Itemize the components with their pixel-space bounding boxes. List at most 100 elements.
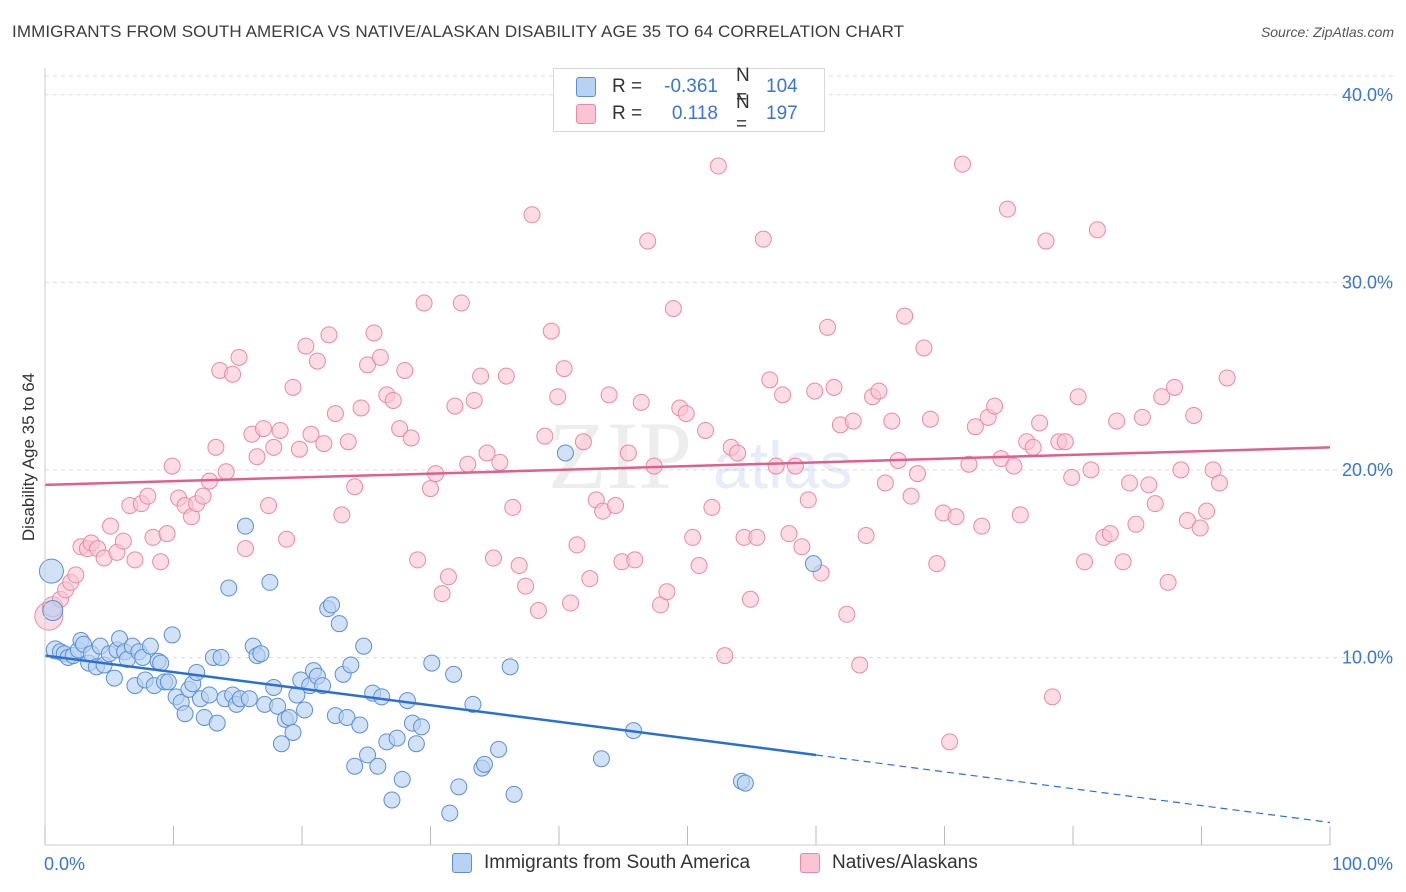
natives-point [359,356,377,374]
natives-point [67,566,85,584]
natives-point [497,367,515,385]
natives-point [921,410,939,428]
natives-point [452,294,470,312]
immigrants-point [212,648,230,666]
natives-point [260,497,278,515]
natives-point [1011,506,1029,524]
natives-point [523,206,541,224]
immigrants-point [505,785,523,803]
natives-point [510,557,528,575]
natives-point [433,585,451,603]
natives-point [786,457,804,475]
natives-point [819,318,837,336]
natives-point [716,647,734,665]
immigrants-point [413,718,431,736]
natives-point [1121,474,1139,492]
natives-point [896,307,914,325]
natives-point [352,399,370,417]
legend-r-value: -0.361 [664,76,718,97]
natives-point [709,157,727,175]
natives-point [1108,412,1126,430]
natives-point [966,418,984,436]
natives-point [472,367,490,385]
immigrants-point [42,600,64,622]
natives-point [696,421,714,439]
natives-point [1024,438,1042,456]
natives-point [741,590,759,608]
y-tick-label: 10.0% [1342,647,1393,667]
natives-point [290,440,308,458]
natives-point [973,517,991,535]
natives-point [1076,553,1094,571]
natives-point [1146,495,1164,513]
chart-title: IMMIGRANTS FROM SOUTH AMERICA VS NATIVE/… [12,22,905,41]
natives-point [158,525,176,543]
natives-point [562,594,580,612]
natives-point [339,433,357,451]
natives-point [986,397,1004,415]
immigrants-point [208,714,226,732]
legend-n-value: 104 [766,76,798,97]
immigrants-points [38,444,822,822]
natives-point [207,438,225,456]
natives-point [1191,519,1209,537]
immigrants-point [236,517,254,535]
natives-point [780,525,798,543]
y-tick-label: 20.0% [1342,460,1393,480]
y-tick-label: 30.0% [1342,272,1393,292]
natives-point [568,536,586,554]
legend-label-natives: Natives/Alaskans [832,852,978,873]
natives-point [1172,461,1190,479]
natives-point [271,421,289,439]
natives-point [484,549,502,567]
natives-point [517,577,535,595]
natives-point [284,378,302,396]
legend-item-natives[interactable]: Natives/Alaskans [800,852,978,874]
immigrants-point [284,723,302,741]
natives-point [102,517,120,535]
natives-point [960,455,978,473]
natives-point [459,455,477,473]
immigrants-point [265,678,283,696]
x-tick-label: 100.0% [1332,854,1393,874]
natives-point [992,450,1010,468]
axes: 10.0% 20.0% 30.0% 40.0% 0.0% 100.0% [44,68,1393,874]
immigrants-point [423,654,441,672]
natives-point [1210,474,1228,492]
natives-point [851,656,869,674]
immigrants-point [176,705,194,723]
immigrants-point [269,697,287,715]
legend-item-immigrants[interactable]: Immigrants from South America [452,852,750,874]
immigrants-point [240,690,258,708]
natives-point [194,487,212,505]
immigrants-point [388,729,406,747]
immigrants-point [490,740,508,758]
immigrants-point [105,669,123,687]
natives-point [928,555,946,573]
natives-point [1133,408,1151,426]
legend-swatch-blue [576,77,596,97]
legend-swatch-pink [576,104,596,124]
natives-point [1069,388,1087,406]
natives-point [941,733,959,751]
natives-point [748,528,766,546]
natives-point [217,463,235,481]
natives-point [144,528,162,546]
natives-point [371,348,389,366]
natives-point [1185,406,1203,424]
natives-point [658,583,676,601]
natives-point [1153,388,1171,406]
natives-point [391,420,409,438]
correlation-legend: R = -0.361 N = 104 R = 0.118 N = 197 [553,65,825,135]
natives-point [774,386,792,404]
natives-point [504,498,522,516]
natives-point [1101,525,1119,543]
natives-point [626,551,644,569]
natives-point [1037,232,1055,250]
natives-point [909,465,927,483]
immigrants-point [200,686,218,704]
immigrants-point [441,804,459,822]
natives-point [581,570,599,588]
immigrants-point [407,735,425,753]
